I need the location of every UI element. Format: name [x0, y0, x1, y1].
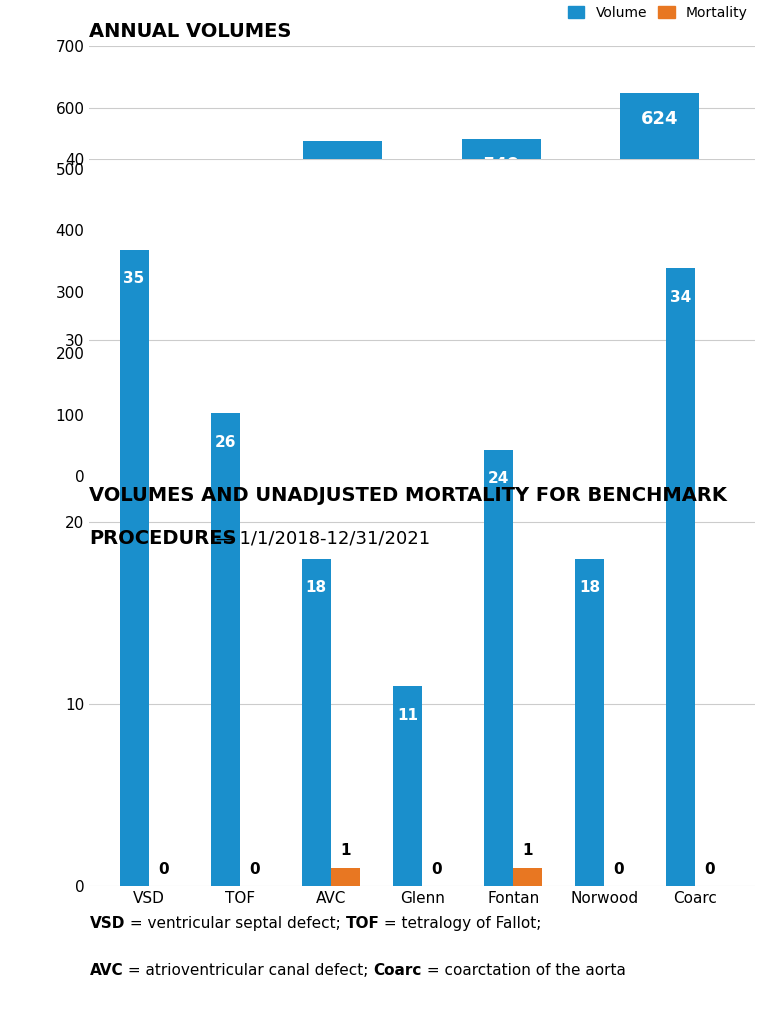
Text: = ventricular septal defect;: = ventricular septal defect;	[124, 916, 345, 932]
Bar	[331, 867, 360, 886]
Text: VOLUMES AND UNADJUSTED MORTALITY FOR BENCHMARK: VOLUMES AND UNADJUSTED MORTALITY FOR BEN…	[89, 486, 727, 506]
Bar	[303, 141, 383, 476]
Legend: Volume, Mortality: Volume, Mortality	[568, 6, 748, 19]
Text: VSD: VSD	[89, 916, 124, 932]
Text: 11: 11	[397, 708, 418, 723]
Text: 0: 0	[431, 861, 442, 877]
Text: = atrioventricular canal defect;: = atrioventricular canal defect;	[123, 963, 373, 978]
Text: ANNUAL VOLUMES: ANNUAL VOLUMES	[89, 22, 292, 41]
Text: 18: 18	[306, 581, 327, 595]
Text: 24: 24	[488, 471, 510, 486]
Text: 1: 1	[340, 844, 351, 858]
Bar	[666, 268, 696, 886]
Text: 0: 0	[705, 861, 715, 877]
Bar	[211, 413, 240, 886]
Text: 1: 1	[523, 844, 533, 858]
Text: 18: 18	[579, 581, 601, 595]
Bar	[513, 867, 542, 886]
Text: Coarc: Coarc	[373, 963, 422, 978]
Text: 26: 26	[215, 435, 236, 450]
Text: AVC: AVC	[89, 963, 123, 978]
Text: PROCEDURES: PROCEDURES	[89, 529, 237, 549]
Bar	[302, 559, 331, 886]
Text: — 1/1/2018-12/31/2021: — 1/1/2018-12/31/2021	[210, 529, 430, 548]
Text: 545: 545	[324, 159, 362, 176]
Bar	[575, 559, 605, 886]
Text: 34: 34	[670, 290, 692, 304]
Bar	[620, 93, 699, 476]
Text: 0: 0	[614, 861, 624, 877]
Bar	[120, 250, 149, 886]
Text: 549: 549	[482, 156, 520, 174]
Text: = coarctation of the aorta: = coarctation of the aorta	[422, 963, 626, 978]
Text: = tetralogy of Fallot;: = tetralogy of Fallot;	[380, 916, 541, 932]
Bar	[393, 686, 422, 886]
Text: 508: 508	[166, 181, 203, 200]
Text: TOF: TOF	[345, 916, 380, 932]
Text: 0: 0	[158, 861, 169, 877]
Text: 624: 624	[641, 110, 678, 128]
Text: 0: 0	[249, 861, 260, 877]
Bar	[484, 450, 513, 886]
Bar	[145, 164, 224, 476]
Bar	[461, 139, 541, 476]
Text: 35: 35	[124, 271, 145, 287]
